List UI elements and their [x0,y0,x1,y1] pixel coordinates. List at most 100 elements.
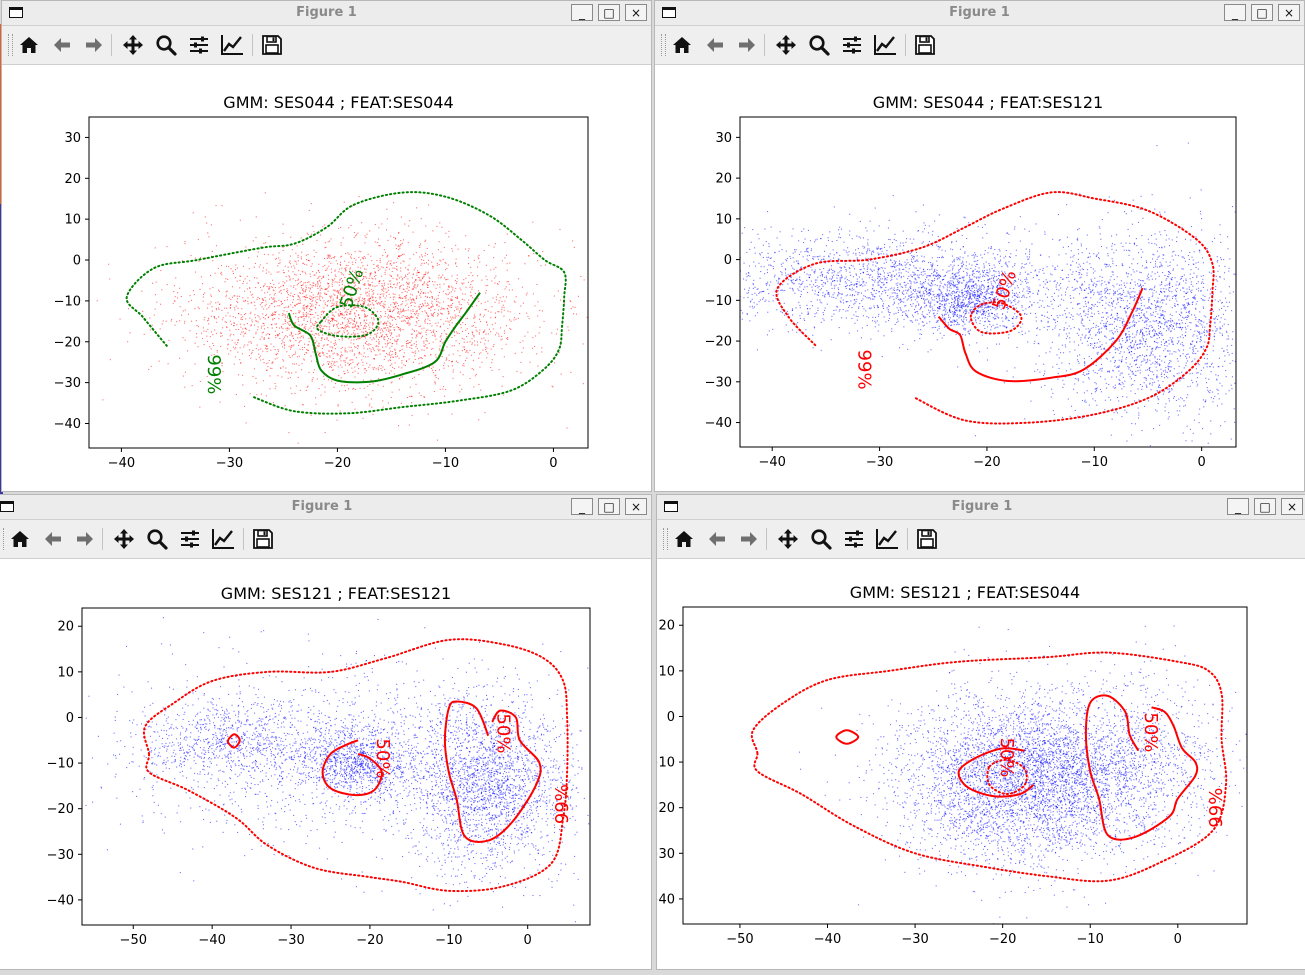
minimize-button[interactable]: _ [1224,4,1246,21]
data-point [420,357,422,359]
data-point [938,293,940,295]
data-point [957,299,959,301]
toolbar-grip[interactable] [661,34,666,56]
data-point [165,320,167,322]
data-point [257,329,259,331]
data-point [501,385,503,387]
toolbar-grip[interactable] [8,34,13,56]
zoom-button[interactable] [806,33,832,57]
data-point [981,294,983,296]
data-point [265,395,267,397]
data-point [1103,325,1105,327]
data-point [243,335,245,337]
data-point [1169,320,1171,322]
data-point [978,277,980,279]
zoom-button[interactable] [153,33,179,57]
save-button[interactable] [259,33,285,57]
data-point [1091,304,1093,306]
data-point [974,305,976,307]
data-point [388,325,390,327]
data-point [423,281,425,283]
back-button[interactable] [702,33,728,57]
data-point [570,308,572,310]
data-point [391,319,393,321]
data-point [1133,345,1135,347]
data-point [324,264,326,266]
data-point [299,310,301,312]
data-point [322,319,324,321]
data-point [503,309,505,311]
data-point [961,305,963,307]
data-point [269,287,271,289]
window-menu-icon[interactable] [662,7,676,18]
edit-axis-button[interactable] [872,33,898,57]
data-point [1087,316,1089,318]
pan-button[interactable] [120,33,146,57]
data-point [427,272,429,274]
data-point [279,290,281,292]
data-point [358,338,360,340]
configure-subplots-button[interactable] [186,33,212,57]
data-point [447,310,449,312]
data-point [258,349,260,351]
data-point [230,304,232,306]
data-point [357,266,359,268]
data-point [344,351,346,353]
data-point [553,295,555,297]
data-point [429,319,431,321]
save-button[interactable] [912,33,938,57]
maximize-button[interactable]: □ [598,4,620,21]
window-menu-icon[interactable] [9,7,23,18]
close-button[interactable]: × [1278,4,1300,21]
data-point [332,281,334,283]
data-point [307,259,309,261]
title-bar[interactable]: Figure 1 _ □ × [655,1,1304,26]
figure-canvas[interactable]: GMM: SES044 ; FEAT:SES044 50% 99% −40 −30 −20… [2,65,651,491]
data-point [896,321,898,323]
data-point [319,289,321,291]
data-point [236,300,238,302]
forward-button[interactable] [81,33,107,57]
data-point [407,268,409,270]
data-point [362,310,364,312]
data-point [992,306,994,308]
data-point [885,292,887,294]
pan-button[interactable] [773,33,799,57]
data-point [309,310,311,312]
data-point [305,352,307,354]
data-point [455,360,457,362]
data-point [327,300,329,302]
close-button[interactable]: × [625,4,647,21]
data-point [318,263,320,265]
data-point [387,289,389,291]
data-point [354,313,356,315]
data-point [933,274,935,276]
edit-axis-button[interactable] [219,33,245,57]
data-point [475,373,477,375]
data-point [434,383,436,385]
configure-subplots-button[interactable] [839,33,865,57]
data-point [1131,340,1133,342]
figure-canvas[interactable]: GMM: SES044 ; FEAT:SES121 50% 99% −40 −30 −20… [655,65,1304,491]
maximize-button[interactable]: □ [1251,4,1273,21]
data-point [478,357,480,359]
data-point [981,334,983,336]
data-point [402,376,404,378]
data-point [329,255,331,257]
chart-title: GMM: SES044 ; FEAT:SES044 [223,93,453,112]
data-point [526,312,528,314]
home-button[interactable] [669,33,695,57]
forward-button[interactable] [734,33,760,57]
back-button[interactable] [49,33,75,57]
data-point [957,290,959,292]
data-point [381,283,383,285]
data-point [184,320,186,322]
data-point [208,317,210,319]
home-button[interactable] [16,33,42,57]
title-bar[interactable]: Figure 1 _ □ × [2,1,651,26]
data-point [359,317,361,319]
data-point [1000,302,1002,304]
minimize-button[interactable]: _ [571,4,593,21]
